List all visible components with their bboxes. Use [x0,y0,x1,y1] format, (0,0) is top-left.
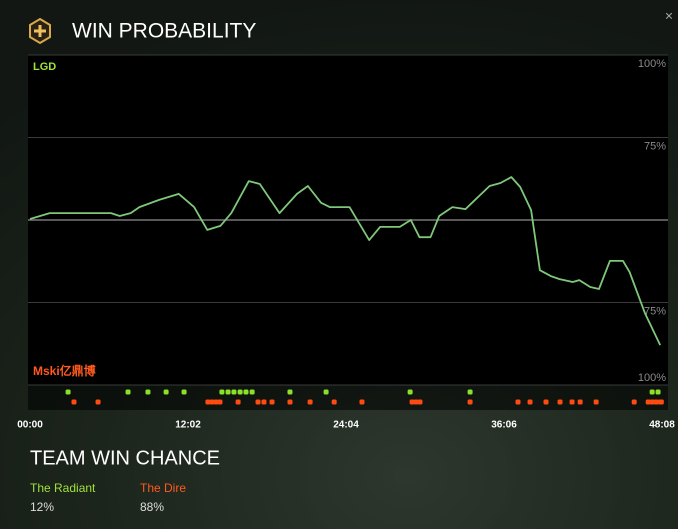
x-tick-label: 48:08 [649,420,675,431]
x-tick-label: 12:02 [175,420,201,431]
radiant-event [225,389,231,395]
dire-event [255,399,261,405]
radiant-event [655,389,661,395]
radiant-event [287,389,293,395]
radiant-event [249,389,255,395]
x-tick-label: 00:00 [17,420,43,431]
dire-event [261,399,267,405]
dire-event [593,399,599,405]
radiant-event [219,389,225,395]
plot [29,176,662,346]
dire-event [359,399,365,405]
radiant-event [237,389,243,395]
dire-event [557,399,563,405]
summary-title: TEAM WIN CHANCE [30,447,220,469]
dire-event [269,399,275,405]
dire-event [213,399,219,405]
dire-event [658,399,664,405]
dire-event [649,399,655,405]
top-team: LGD [33,61,56,73]
dire-event [71,399,77,405]
dire-event [577,399,583,405]
y-tick-label: 75% [644,140,666,152]
radiant-event [163,389,169,395]
radiant-event [65,389,71,395]
bottom-team: Mski亿鼎博 [33,363,96,378]
dire-event [417,399,423,405]
dire-event [409,399,415,405]
dire-event [307,399,313,405]
dire-event [209,399,215,405]
radiant-event [181,389,187,395]
radiant-event [243,389,249,395]
x-tick-label: 36:06 [491,420,517,431]
radiant-event [231,389,237,395]
radiant-event [467,389,473,395]
dire-chance: 88% [140,500,164,514]
win-probability-line [29,176,662,346]
dire-event [645,399,651,405]
radiant-event [125,389,131,395]
event-strip [28,385,668,410]
header-icon [29,17,51,45]
dire-name: The Dire [140,481,186,495]
close-button[interactable]: × [665,8,673,24]
radiant-name: The Radiant [30,481,96,495]
radiant-event [323,389,329,395]
dire-event [235,399,241,405]
dire-event [205,399,211,405]
dire-event [515,399,521,405]
radiant-event [649,389,655,395]
radiant-chance: 12% [30,500,54,514]
dire-event [287,399,293,405]
dire-event [631,399,637,405]
dire-event [527,399,533,405]
dire-event [543,399,549,405]
y-tick-label: 100% [638,372,666,384]
header-title: WIN PROBABILITY [72,20,256,43]
y-tick-label: 100% [638,58,666,70]
dire-event [331,399,337,405]
y-tick-label: 75% [644,305,666,317]
x-tick-label: 24:04 [333,420,359,431]
dire-event [467,399,473,405]
dire-event [413,399,419,405]
dire-event [569,399,575,405]
radiant-event [407,389,413,395]
dire-event [217,399,223,405]
dire-event [653,399,659,405]
grid: 100% 75% 75% 100% [28,54,668,386]
dire-event [95,399,101,405]
radiant-event [145,389,151,395]
